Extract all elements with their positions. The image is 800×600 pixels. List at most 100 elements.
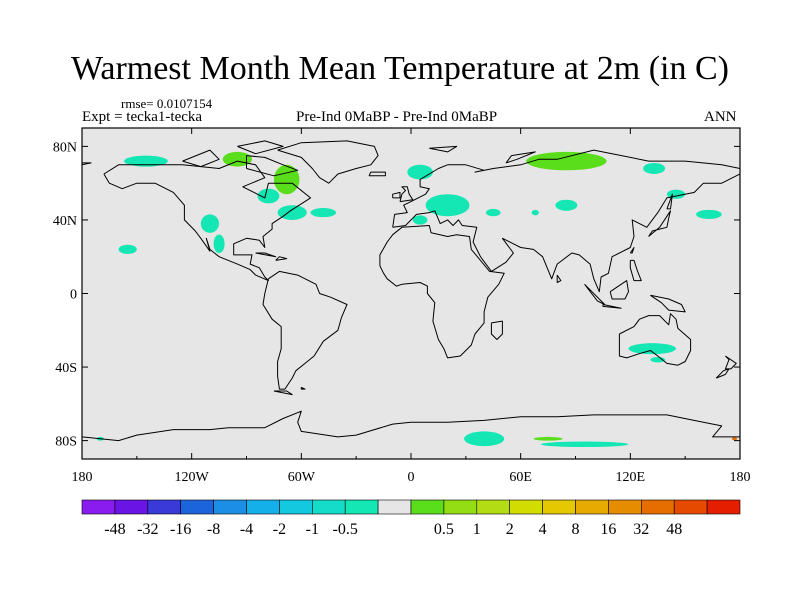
colorbar-label: 48 — [666, 521, 682, 538]
season-label: ANN — [704, 109, 737, 125]
colorbar-swatch — [608, 499, 642, 515]
coastline — [273, 390, 293, 396]
coastline — [602, 304, 622, 309]
experiment-label: Expt = tecka1-tecka — [82, 109, 203, 125]
anomaly-patch — [222, 151, 252, 167]
colorbar-swatch — [279, 499, 313, 515]
coastline — [650, 294, 686, 313]
colorbar-label: 8 — [572, 521, 580, 538]
anomaly-patch — [273, 164, 300, 195]
anomaly-patch — [555, 199, 578, 211]
lat-tick-label: 0 — [70, 288, 77, 303]
anomaly-patch — [643, 162, 666, 174]
colorbar-swatch — [180, 499, 214, 515]
colorbar-label: 4 — [539, 521, 547, 538]
coastline — [368, 171, 386, 177]
colorbar-swatch — [377, 499, 412, 515]
colorbar-swatch — [213, 499, 247, 515]
coastline — [505, 151, 536, 164]
anomaly-patch — [628, 343, 677, 355]
anomaly-patch — [464, 431, 505, 447]
colorbar-swatch — [542, 499, 576, 515]
lon-tick-label: 180 — [72, 470, 93, 485]
anomaly-patch — [412, 215, 428, 225]
anomaly-patch — [531, 209, 539, 216]
anomaly-patch — [526, 151, 607, 171]
colorbar-label: -16 — [170, 521, 191, 538]
colorbar-swatch — [509, 499, 543, 515]
colorbar-label: -4 — [240, 521, 253, 538]
lon-tick-label: 60W — [288, 470, 316, 485]
anomaly-patch — [200, 214, 220, 233]
anomaly-patch — [257, 188, 280, 204]
colorbar-label: -1 — [306, 521, 319, 538]
lat-tick-label: 80S — [55, 435, 77, 450]
lat-tick-label: 40S — [55, 361, 77, 376]
coastline — [429, 145, 458, 153]
coastline — [490, 320, 503, 340]
coastline — [648, 210, 671, 237]
coastline — [237, 140, 284, 155]
colorbar-label: -48 — [104, 521, 125, 538]
coastline — [379, 225, 505, 359]
coastline — [584, 283, 606, 305]
coastline — [618, 313, 692, 366]
colorbar-swatch — [673, 499, 708, 515]
coastline — [255, 252, 277, 258]
anomaly-patch — [540, 441, 629, 448]
coastline — [246, 155, 299, 177]
coastline — [300, 386, 306, 390]
colorbar-label: 16 — [600, 521, 616, 538]
colorbar-swatch — [81, 499, 116, 515]
colorbar-label: -32 — [137, 521, 158, 538]
coastline — [715, 368, 730, 379]
anomaly-patch — [696, 209, 722, 220]
subtitle-label: Pre-Ind 0MaBP - Pre-Ind 0MaBP — [296, 109, 498, 125]
anomaly-patch — [533, 436, 563, 441]
rmse-label: rmse= 0.0107154 — [121, 96, 213, 111]
colorbar-swatch — [640, 499, 675, 515]
colorbar-label: -8 — [207, 521, 220, 538]
coastline — [103, 160, 311, 282]
colorbar-swatch — [476, 499, 510, 515]
coastline — [666, 193, 673, 210]
colorbar-label: 1 — [473, 521, 481, 538]
lon-tick-label: 60E — [509, 470, 532, 485]
colorbar-swatch — [344, 499, 379, 515]
colorbar-label: 2 — [506, 521, 514, 538]
colorbar-swatch — [114, 499, 149, 515]
lon-tick-label: 120W — [175, 470, 210, 485]
coastline — [556, 274, 562, 283]
colorbar-label: -2 — [273, 521, 286, 538]
lon-tick-label: 120E — [616, 470, 646, 485]
coastline — [392, 149, 740, 293]
colorbar-swatch — [246, 499, 280, 515]
colorbar-swatch — [706, 499, 741, 515]
coastline — [82, 410, 740, 442]
coastline — [182, 149, 220, 168]
colorbar-swatch — [311, 499, 346, 515]
lon-tick-label: 180 — [730, 470, 751, 485]
map-title: Warmest Month Mean Temperature at 2m (in… — [70, 50, 730, 87]
colorbar-label: 32 — [633, 521, 649, 538]
colorbar-label: 0.5 — [434, 521, 454, 538]
coastline — [629, 247, 635, 254]
anomaly-patch — [124, 155, 168, 167]
coastline — [275, 256, 288, 261]
colorbar-label: -0.5 — [333, 521, 358, 538]
lat-tick-label: 40N — [53, 214, 77, 229]
coastline — [609, 280, 629, 300]
lon-tick-label: 0 — [408, 470, 415, 485]
lat-tick-label: 80N — [53, 140, 77, 155]
colorbar-swatch — [443, 499, 478, 515]
anomaly-patch — [213, 234, 225, 254]
anomaly-patch — [731, 437, 738, 441]
anomaly-patch — [485, 208, 501, 217]
coastline — [629, 259, 642, 282]
anomaly-patch — [407, 164, 433, 180]
coastline — [262, 270, 348, 390]
coastline — [82, 162, 92, 166]
coastline — [392, 191, 401, 199]
colorbar-swatch — [147, 499, 182, 515]
